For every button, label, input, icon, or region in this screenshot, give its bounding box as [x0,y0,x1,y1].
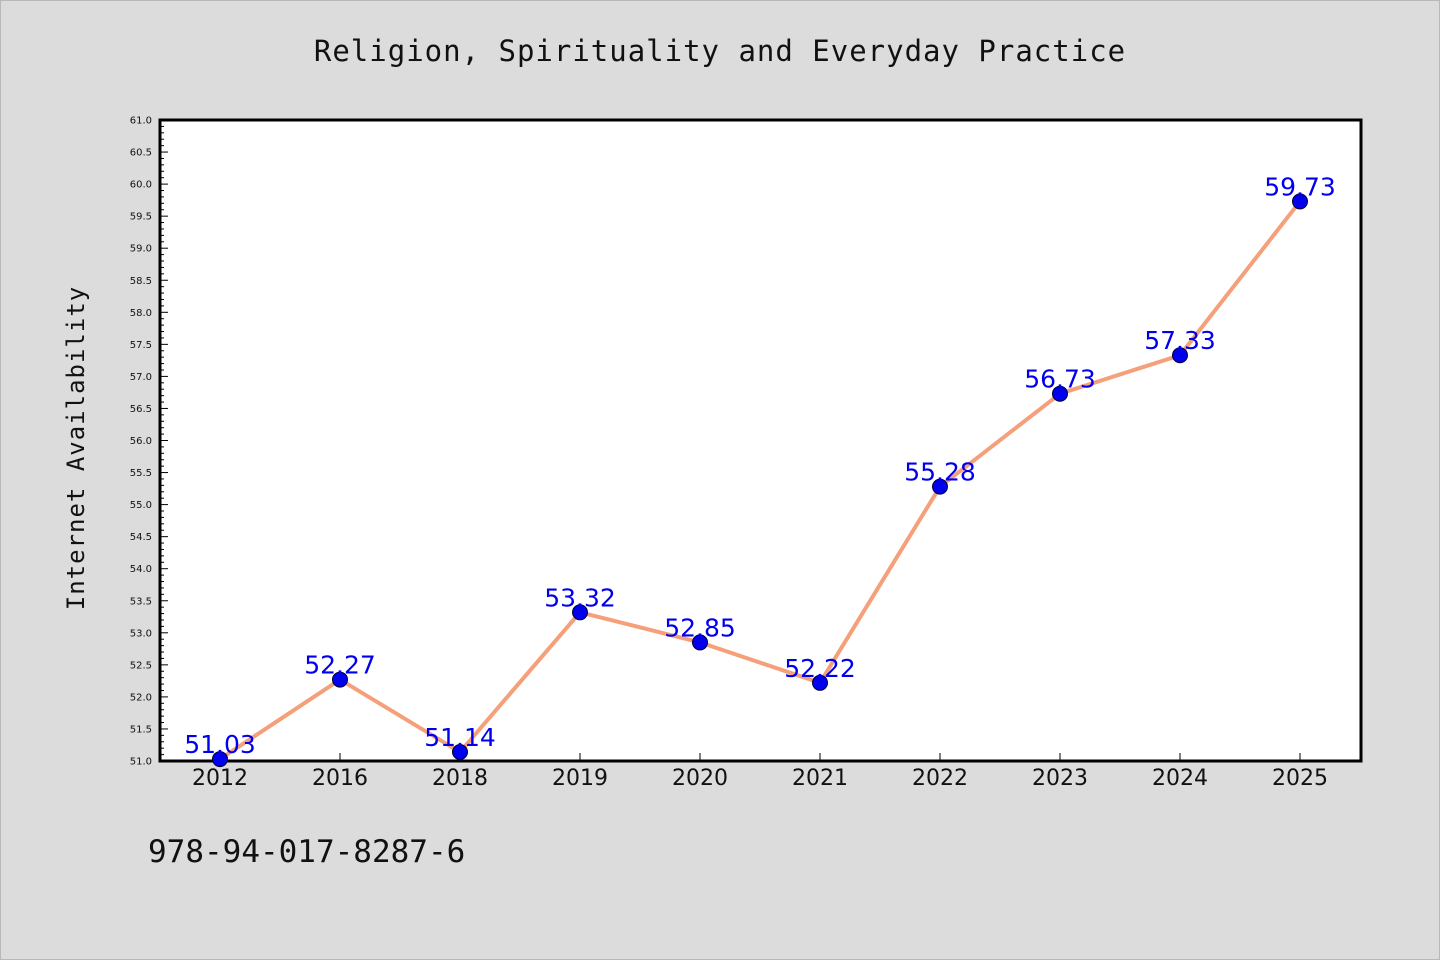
data-point [692,634,708,651]
y-tick-label: 52.5 [130,660,152,671]
x-tick-label: 2022 [912,766,968,791]
y-tick-label: 57.5 [130,340,152,351]
y-tick-label: 60.5 [130,148,152,159]
data-point [812,674,828,691]
y-tick-label: 53.5 [130,596,152,607]
data-labels: 51.03 52.27 51.14 53.32 52.85 52.22 55.28 56.73… [184,172,1336,759]
series-line [218,199,1302,762]
data-point [1292,193,1308,210]
data-label: 52.22 [784,654,856,683]
x-tick-label: 2016 [312,766,368,791]
y-tick-label: 60.0 [130,180,152,191]
plot-area [158,118,1363,763]
y-tick-label: 56.5 [130,404,152,415]
y-tick-label: 51.5 [130,724,152,735]
y-tick-label: 59.5 [130,212,152,223]
data-label: 56.73 [1024,365,1096,394]
y-tick-label: 56.0 [130,436,152,447]
isbn-text: 978-94-017-8287-6 [148,834,466,870]
data-point [572,604,588,621]
data-label: 52.27 [304,651,376,680]
y-tick-label: 55.5 [130,468,152,479]
data-label: 55.28 [904,458,976,487]
data-markers [212,193,1308,768]
data-point [932,478,948,495]
y-tick-label: 58.0 [130,308,152,319]
x-tick-label: 2012 [192,766,248,791]
series-lines [218,199,1302,762]
data-label: 52.85 [664,613,736,642]
data-point [452,744,468,761]
data-label: 51.14 [424,723,496,752]
y-tick-label: 51.0 [130,757,152,768]
y-tick-label: 54.5 [130,532,152,543]
y-tick-label: 54.0 [130,564,152,575]
y-tick-label: 59.0 [130,244,152,255]
x-tick-label: 2019 [552,766,608,791]
data-label: 53.32 [544,583,616,612]
y-tick-label: 52.0 [130,692,152,703]
x-tick-label: 2024 [1152,766,1208,791]
data-point [212,751,228,768]
data-point [332,671,348,688]
y-tick-label: 55.0 [130,500,152,511]
y-tick-label: 53.0 [130,628,152,639]
data-label: 57.33 [1144,326,1216,355]
data-point [1172,347,1188,364]
y-axis-ticks: 51.0 51.5 52.0 52.5 53.0 53.5 54.0 54.5 55.0 55.5… [130,116,168,768]
x-tick-label: 2020 [672,766,728,791]
data-label: 51.03 [184,730,256,759]
x-tick-label: 2025 [1272,766,1328,791]
x-tick-label: 2021 [792,766,848,791]
data-point [1052,385,1068,402]
y-tick-label: 57.0 [130,372,152,383]
data-label: 59.73 [1264,172,1336,201]
x-axis-ticks: 2012 2016 2018 2019 2020 2021 2022 2023 2024 2025 [192,753,1328,791]
x-tick-label: 2023 [1032,766,1088,791]
y-tick-label: 61.0 [130,116,152,127]
y-tick-label: 58.5 [130,276,152,287]
x-tick-label: 2018 [432,766,488,791]
chart-title: Religion, Spirituality and Everyday Prac… [313,34,1127,68]
